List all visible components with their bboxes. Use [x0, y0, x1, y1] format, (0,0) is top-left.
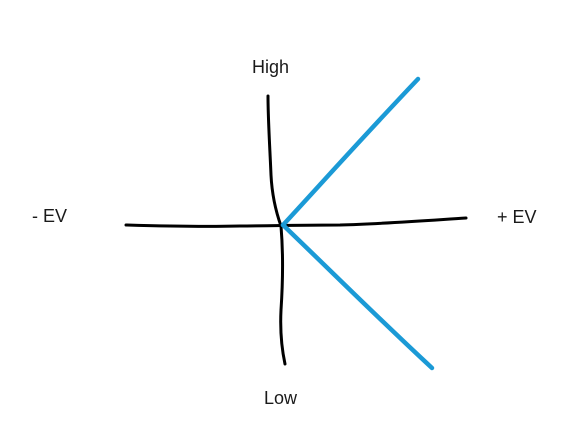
positive-ev-label: + EV — [497, 207, 537, 227]
vertical-axis — [266, 94, 287, 366]
low-label: Low — [264, 388, 298, 408]
lower-ray — [280, 222, 435, 371]
high-label: High — [252, 57, 290, 77]
negative-ev-label: - EV — [32, 206, 68, 226]
upper-ray — [280, 76, 421, 228]
horizontal-axis — [124, 216, 468, 228]
